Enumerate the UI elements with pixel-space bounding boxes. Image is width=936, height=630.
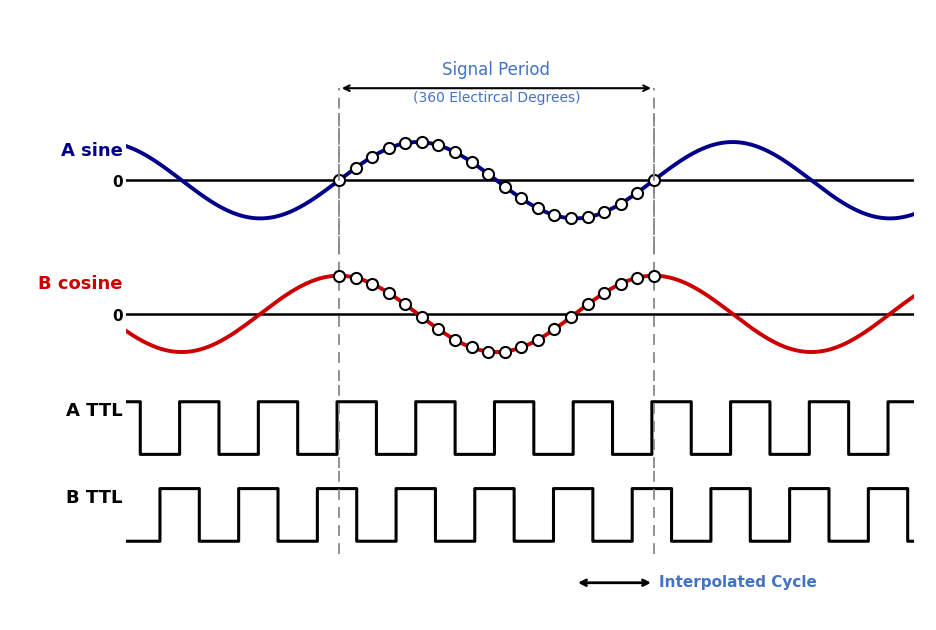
Text: B cosine: B cosine xyxy=(38,275,123,294)
Text: Interpolated Cycle: Interpolated Cycle xyxy=(658,575,815,590)
Text: A sine: A sine xyxy=(61,142,123,160)
Text: 0: 0 xyxy=(111,309,123,324)
Text: A TTL: A TTL xyxy=(66,402,123,420)
Text: 0: 0 xyxy=(111,175,123,190)
Text: Signal Period: Signal Period xyxy=(442,60,549,79)
Text: B TTL: B TTL xyxy=(66,489,123,507)
Text: (360 Electircal Degrees): (360 Electircal Degrees) xyxy=(412,91,579,105)
